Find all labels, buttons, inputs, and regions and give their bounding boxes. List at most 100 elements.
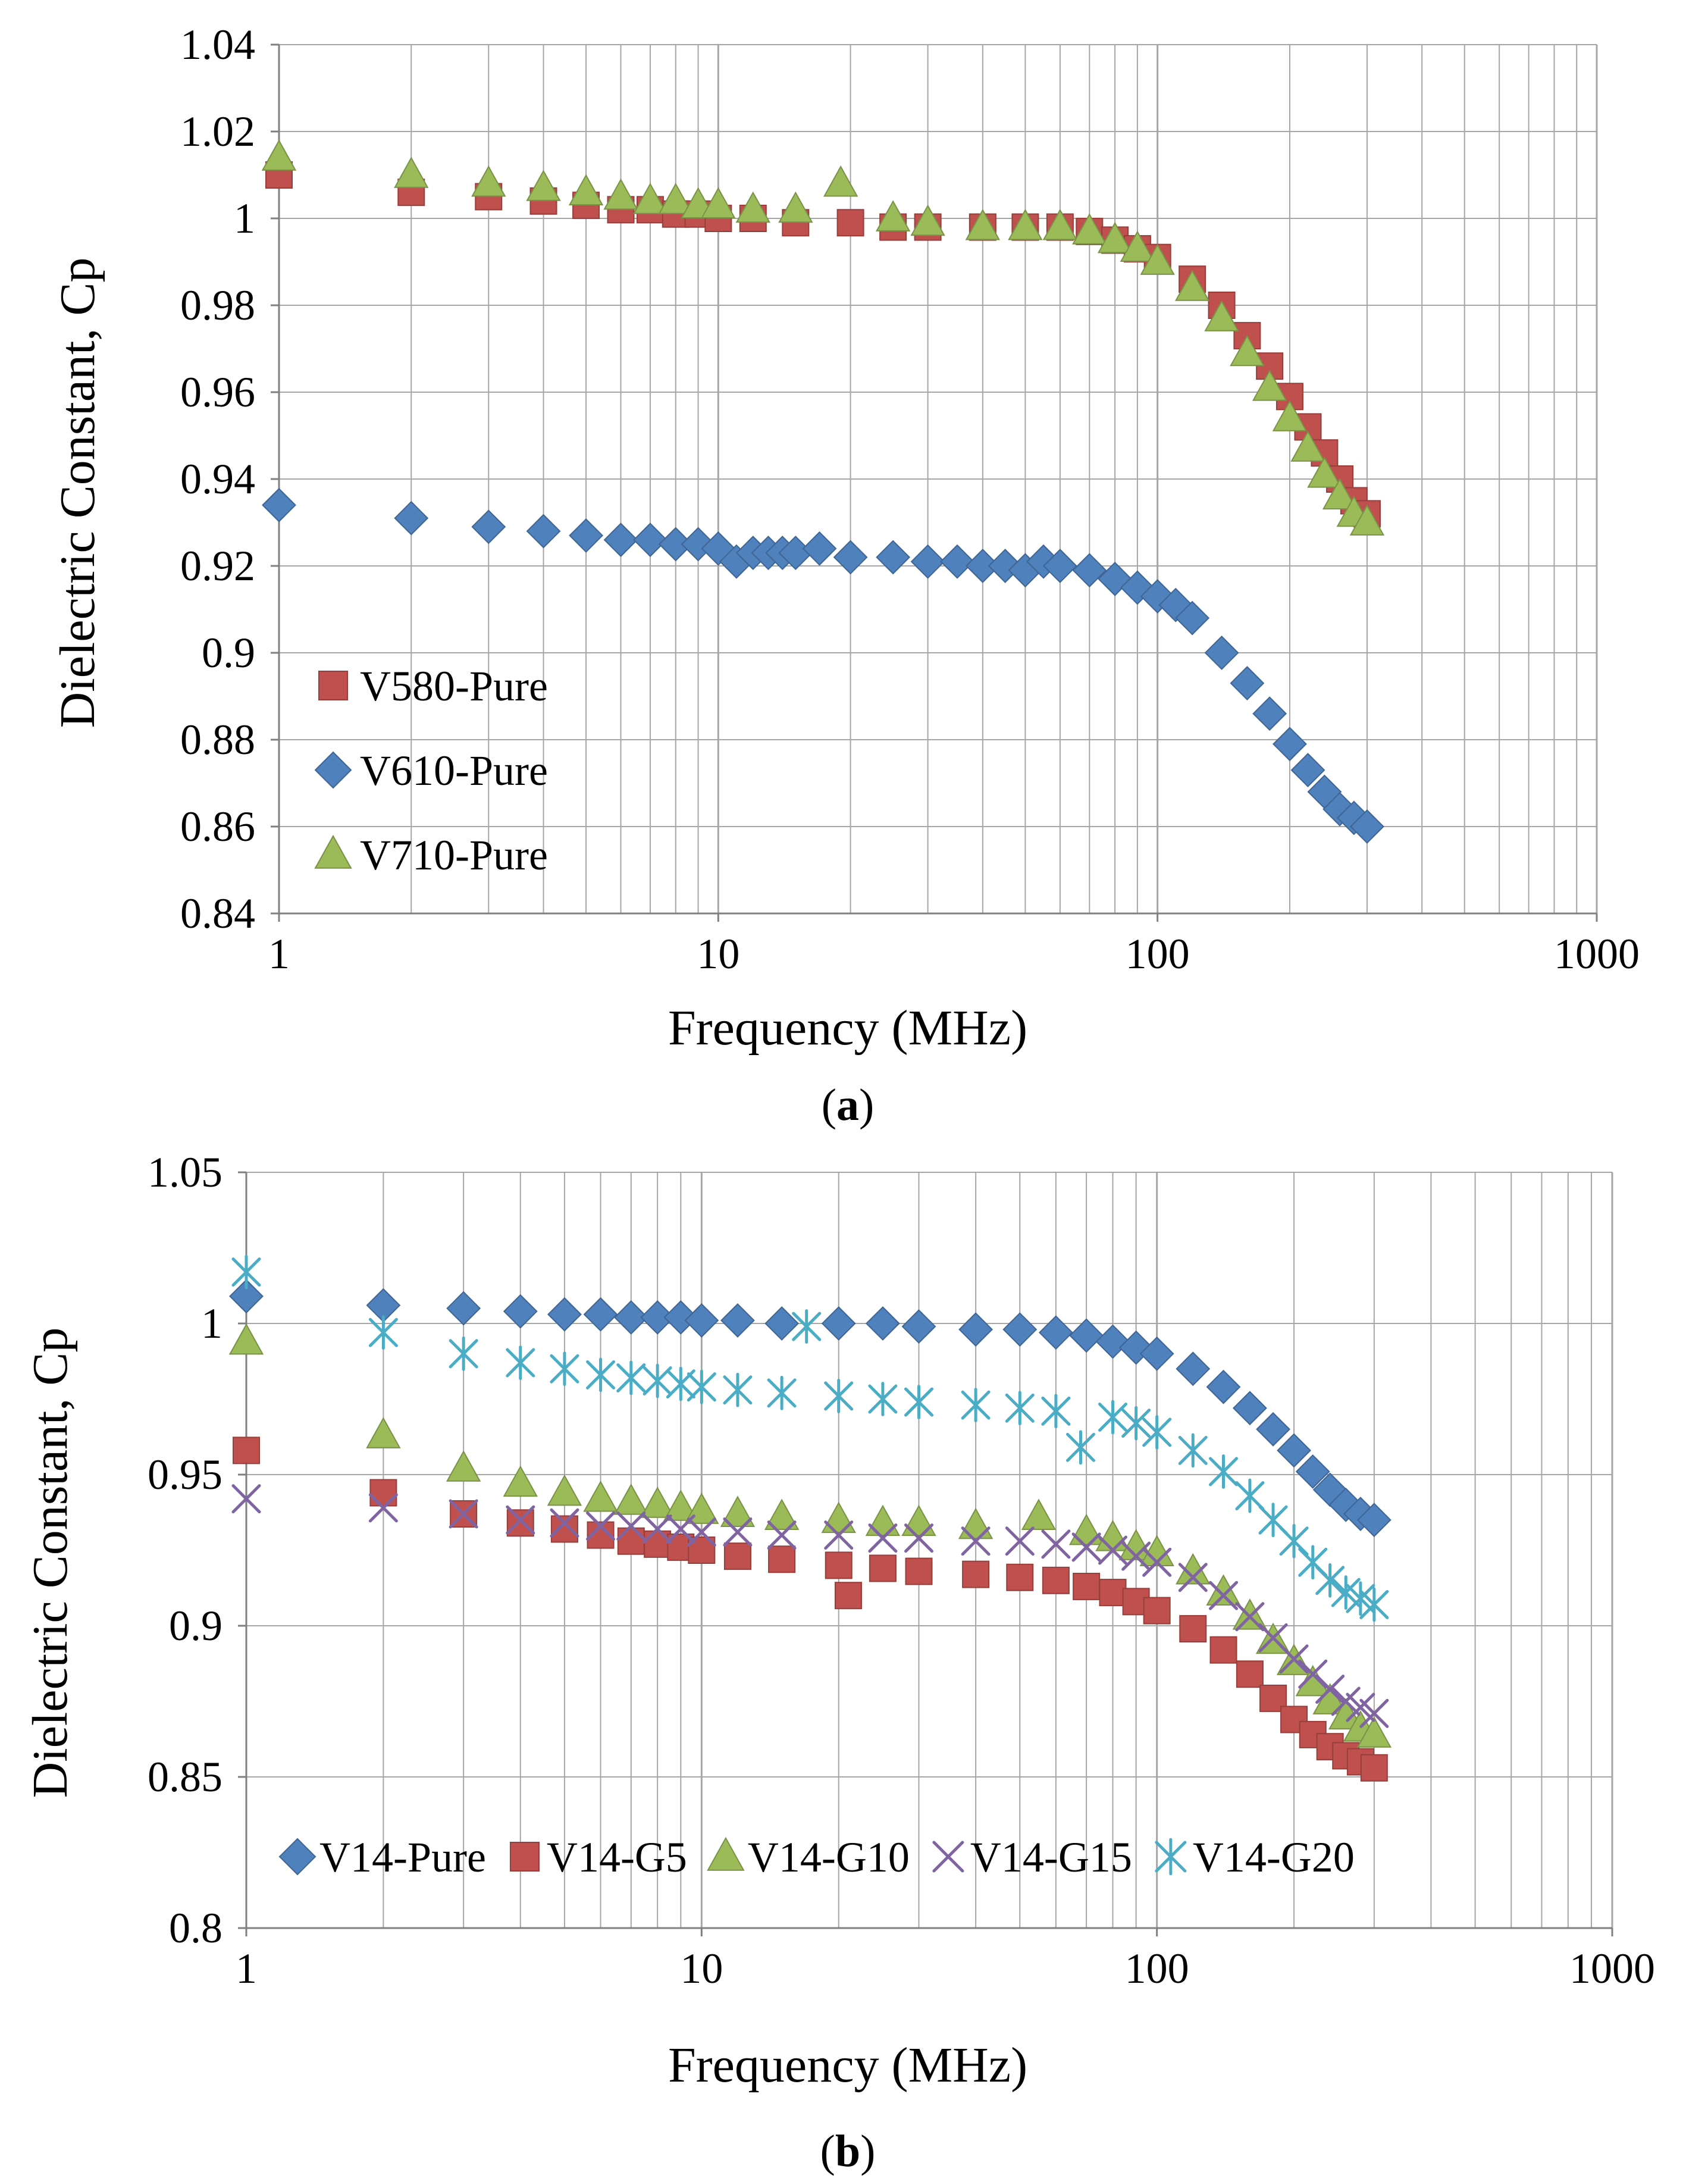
- point-v14-g5: [962, 1560, 990, 1588]
- point-v14-g20: [1346, 1581, 1375, 1616]
- point-v710-pure: [603, 178, 638, 210]
- point-v14-g10: [366, 1417, 401, 1448]
- chart-a-ylabel: Dielectric Constant, Cp: [50, 258, 105, 728]
- point-v14-pure: [821, 1306, 856, 1341]
- point-v14-g20: [792, 1309, 822, 1344]
- point-v710-pure: [1140, 243, 1175, 275]
- point-v710-pure: [823, 165, 858, 197]
- point-v710-pure: [701, 187, 736, 218]
- point-v14-g15: [1142, 1547, 1172, 1577]
- legend-marker-v610-pure: [314, 751, 352, 789]
- point-v610-pure: [1204, 636, 1239, 670]
- point-v14-g10: [613, 1484, 648, 1515]
- point-v14-g5: [1143, 1597, 1171, 1625]
- point-v14-g5: [1360, 1754, 1388, 1782]
- point-v14-g5: [1179, 1615, 1207, 1643]
- point-v14-pure: [229, 1279, 264, 1314]
- point-v14-g15: [1235, 1602, 1265, 1632]
- series-v14-g5: [233, 1437, 1388, 1782]
- point-v14-g5: [905, 1557, 933, 1585]
- series-v610-pure: [262, 487, 1384, 844]
- point-v610-pure: [569, 518, 603, 553]
- point-v14-g5: [1099, 1579, 1127, 1607]
- legend-label-v14-g15: V14-G15: [970, 1833, 1132, 1881]
- point-v14-g20: [824, 1379, 854, 1413]
- point-v14-g10: [640, 1487, 675, 1518]
- point-v14-g15: [616, 1511, 646, 1541]
- point-v14-g20: [368, 1315, 398, 1350]
- point-v710-pure: [1120, 230, 1155, 262]
- series-v14-pure: [229, 1279, 1392, 1538]
- chart-a-xlabel: Frequency (MHz): [668, 1000, 1027, 1056]
- point-v14-g20: [1041, 1394, 1071, 1429]
- point-v710-pure: [526, 170, 561, 201]
- point-v14-g15: [687, 1517, 716, 1547]
- chart-b-panel-letter: b: [835, 2126, 860, 2176]
- legend-label-v580-pure: V580-Pure: [360, 662, 548, 710]
- point-v710-pure: [1252, 370, 1287, 401]
- point-v14-g5: [723, 1542, 751, 1570]
- point-v710-pure: [1042, 208, 1078, 240]
- point-v14-g20: [231, 1254, 261, 1290]
- point-v710-pure: [471, 165, 506, 197]
- point-v14-g5: [768, 1545, 796, 1573]
- point-v14-g20: [616, 1360, 646, 1395]
- point-v14-pure: [1295, 1454, 1330, 1489]
- y-tick-label: 1.02: [180, 108, 255, 155]
- point-v14-g20: [1121, 1406, 1151, 1441]
- legend-label-v610-pure: V610-Pure: [360, 747, 548, 794]
- point-v14-g20: [550, 1351, 579, 1387]
- point-v14-pure: [446, 1291, 481, 1326]
- chart-b-xlabel: Frequency (MHz): [668, 2038, 1027, 2093]
- series-v710-pure: [261, 139, 1385, 536]
- point-v14-pure: [958, 1312, 994, 1347]
- point-v14-g20: [1359, 1587, 1389, 1622]
- legend-marker-v14-pure: [278, 1838, 316, 1876]
- point-v14-g15: [1331, 1686, 1361, 1716]
- x-tick-label: 100: [1125, 1945, 1189, 1992]
- point-v14-g20: [868, 1382, 898, 1416]
- point-v610-pure: [1175, 600, 1210, 636]
- point-v14-g5: [506, 1509, 534, 1537]
- legend-marker-v14-g15: [932, 1841, 964, 1873]
- point-v14-g10: [228, 1323, 264, 1355]
- point-v610-pure: [1230, 666, 1265, 701]
- point-v710-pure: [1230, 334, 1265, 367]
- legend-marker-v710-pure: [314, 834, 352, 869]
- point-v14-g10: [1356, 1716, 1392, 1748]
- point-v14-g15: [961, 1526, 991, 1556]
- point-v610-pure: [603, 522, 638, 558]
- legend-label-v14-g20: V14-G20: [1193, 1833, 1355, 1881]
- point-v14-pure: [1038, 1315, 1073, 1350]
- x-tick-label: 1000: [1554, 930, 1640, 978]
- point-v14-g10: [1021, 1498, 1057, 1531]
- point-v14-g10: [1118, 1529, 1154, 1560]
- point-v14-pure: [1139, 1336, 1174, 1371]
- point-v14-g15: [1098, 1535, 1127, 1565]
- point-v14-pure: [1095, 1324, 1130, 1359]
- point-v14-pure: [901, 1309, 936, 1344]
- point-v14-g5: [1073, 1572, 1101, 1600]
- point-v14-g15: [767, 1520, 797, 1550]
- chart-a-tick-labels: 1 10 100 1000 0.84 0.86 0.88 0.9 0.92 0.94 0.96 0.9…: [180, 21, 1640, 978]
- point-v14-pure: [1176, 1351, 1211, 1387]
- point-v14-g15: [1279, 1644, 1309, 1674]
- point-v14-g20: [1178, 1433, 1208, 1468]
- x-tick-label: 1: [236, 1945, 257, 1992]
- point-v610-pure: [394, 500, 429, 536]
- legend-label-v14-pure: V14-Pure: [319, 1833, 486, 1881]
- x-tick-label: 10: [697, 930, 739, 978]
- point-v14-g5: [550, 1515, 578, 1543]
- point-v14-g20: [687, 1369, 716, 1404]
- point-v14-g20: [643, 1363, 672, 1398]
- x-tick-label: 100: [1126, 930, 1190, 978]
- point-v14-g10: [764, 1498, 800, 1531]
- point-v14-g5: [1042, 1566, 1070, 1594]
- y-tick-label: 0.85: [148, 1753, 222, 1801]
- point-v14-g10: [446, 1450, 481, 1482]
- point-v14-g10: [1232, 1598, 1268, 1630]
- point-v14-g20: [767, 1375, 797, 1410]
- y-tick-label: 0.88: [180, 716, 255, 763]
- point-v14-pure: [547, 1297, 582, 1332]
